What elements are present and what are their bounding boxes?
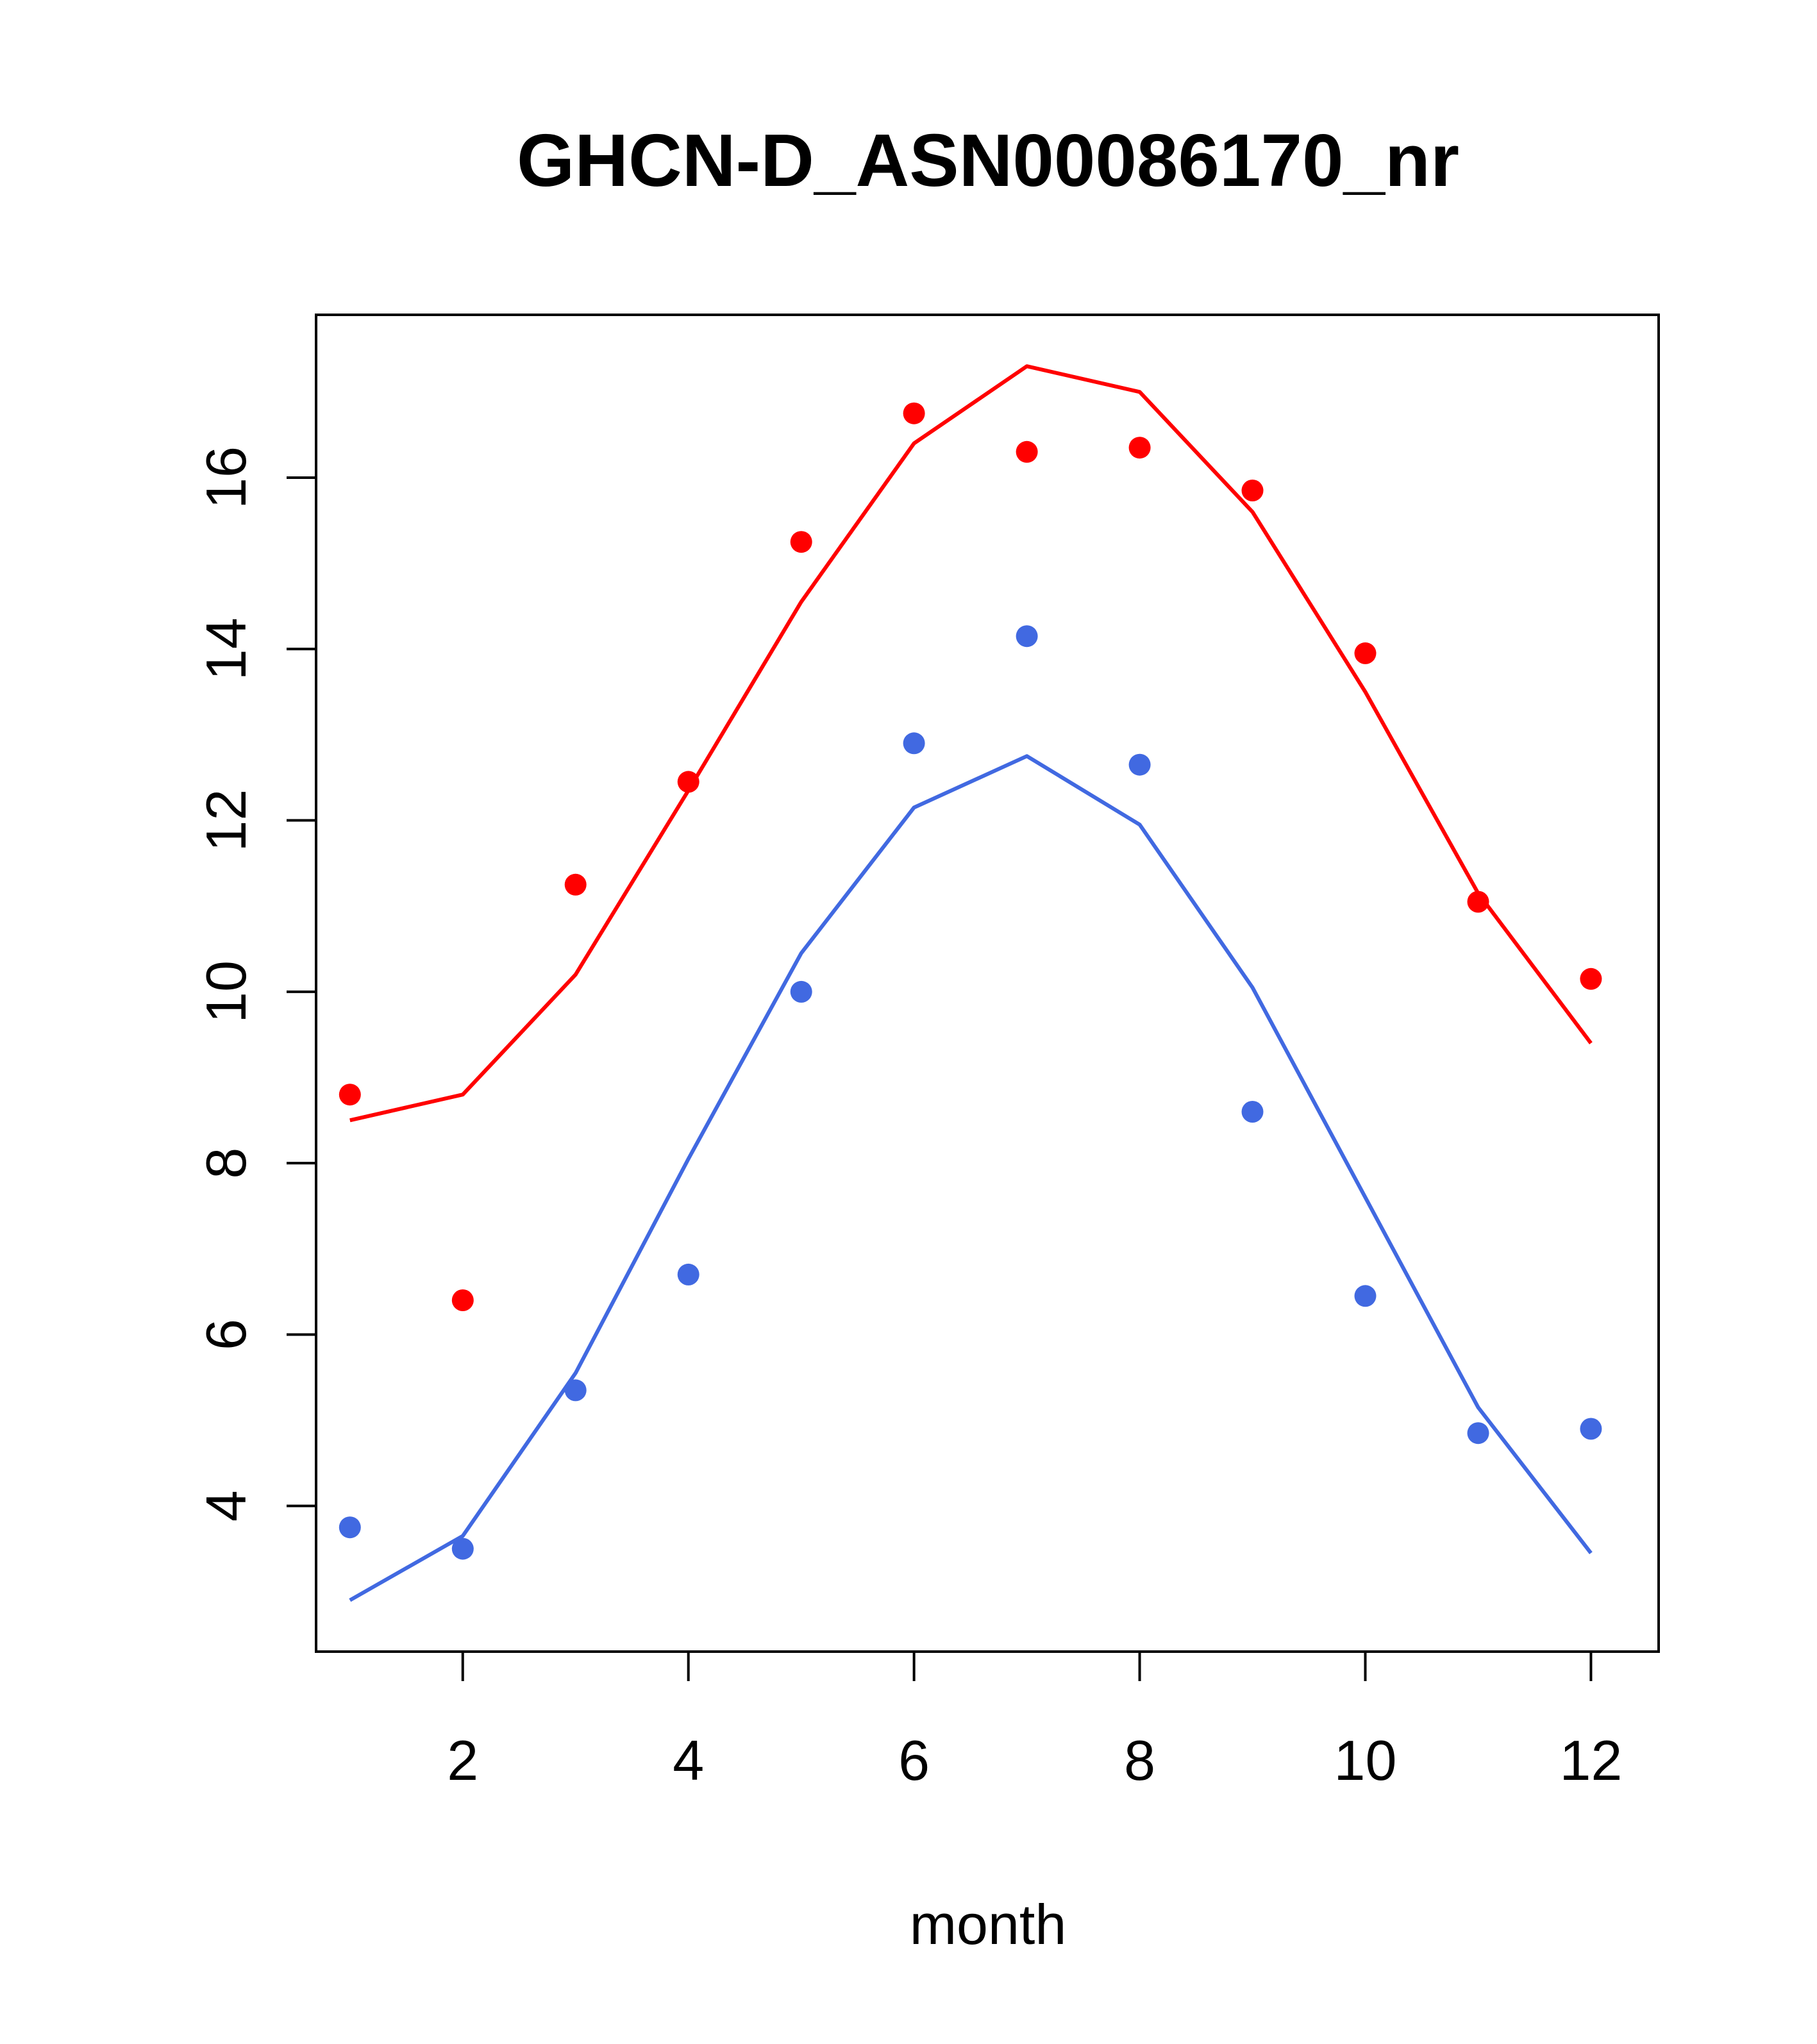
y-tick-label: 8 <box>194 1148 258 1179</box>
series-1-point <box>1467 1422 1489 1445</box>
y-tick-label: 6 <box>194 1319 258 1350</box>
series-0-point <box>1016 440 1038 463</box>
series-0-point <box>339 1084 361 1106</box>
series-0-point <box>451 1289 474 1311</box>
series-0-point <box>903 402 925 424</box>
chart-title: GHCN-D_ASN00086170_nr <box>517 119 1459 202</box>
series-0-point <box>1467 891 1489 913</box>
series-0-point <box>790 531 812 553</box>
series-layer <box>339 364 1602 1602</box>
series-0-point <box>1354 642 1377 664</box>
series-0-point <box>677 771 699 793</box>
series-1-point <box>677 1263 699 1286</box>
series-0-point <box>1128 437 1151 459</box>
x-axis-label: month <box>910 1893 1067 1956</box>
series-1-point <box>1128 753 1151 776</box>
x-tick-label: 10 <box>1334 1729 1397 1792</box>
x-tick-label: 4 <box>673 1729 704 1792</box>
series-1-point <box>1016 625 1038 648</box>
series-1-fit-line <box>349 754 1593 1602</box>
x-tick-label: 6 <box>898 1729 930 1792</box>
plot-frame <box>315 314 1660 1653</box>
series-0-fit-line <box>349 364 1593 1123</box>
series-1-point <box>790 980 812 1003</box>
x-tick-label: 8 <box>1124 1729 1155 1792</box>
y-tick-label: 4 <box>194 1490 258 1521</box>
series-1-point <box>564 1379 587 1402</box>
series-0-point <box>564 873 587 896</box>
series-0-point <box>1241 480 1264 501</box>
x-tick-label: 12 <box>1559 1729 1622 1792</box>
y-tick-label: 14 <box>194 617 258 680</box>
series-1-point <box>339 1516 361 1539</box>
series-1-point <box>903 732 925 755</box>
y-tick-label: 16 <box>194 446 258 509</box>
series-0-point <box>1580 968 1602 990</box>
series-1-point <box>1354 1285 1377 1307</box>
y-axis: 4 6 8 10 12 14 16 <box>194 446 316 1521</box>
y-tick-label: 12 <box>194 789 258 852</box>
series-1-point <box>451 1537 474 1560</box>
series-1-point <box>1241 1101 1264 1123</box>
x-tick-label: 2 <box>447 1729 478 1792</box>
x-axis: 2 4 6 8 10 12 <box>447 1652 1622 1792</box>
y-tick-label: 10 <box>194 960 258 1023</box>
series-1-point <box>1580 1418 1602 1440</box>
